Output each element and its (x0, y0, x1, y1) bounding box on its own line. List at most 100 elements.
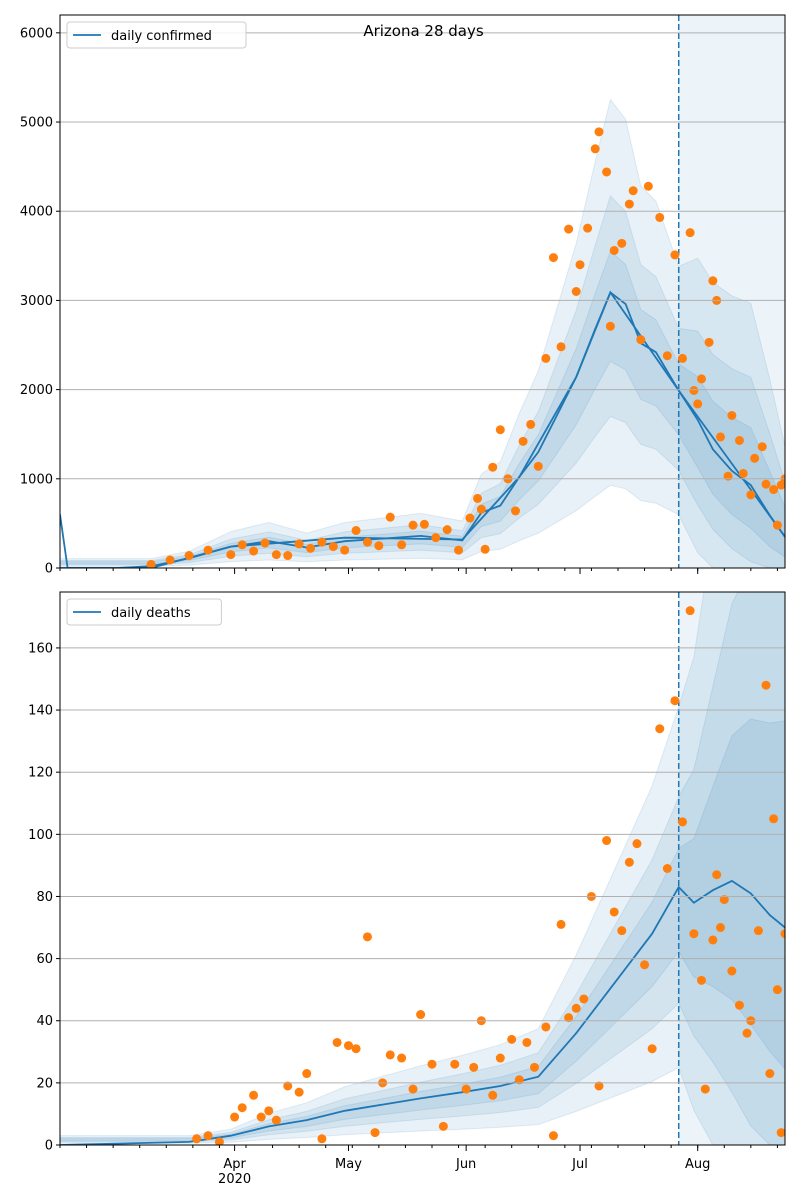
data-point (370, 1128, 380, 1138)
y-tick-label: 60 (36, 952, 53, 967)
data-point (488, 1090, 498, 1100)
data-point (495, 425, 505, 435)
data-point (696, 975, 706, 985)
data-point (556, 342, 566, 352)
legend-label: daily confirmed (111, 29, 212, 44)
data-point (750, 453, 760, 463)
data-point (632, 839, 642, 849)
x-tick-label: Jun (455, 1157, 476, 1172)
data-point (662, 351, 672, 361)
data-point (237, 1103, 247, 1113)
y-tick-label: 20 (36, 1076, 53, 1091)
data-point (590, 144, 600, 154)
plot-area (60, 15, 785, 568)
legend-box (66, 21, 247, 49)
uncertainty-band-3 (60, 250, 785, 565)
y-tick-label: 100 (28, 828, 53, 843)
data-point (146, 559, 156, 568)
legend: daily confirmed (66, 21, 247, 49)
data-point (575, 260, 585, 270)
axes-frame (59, 591, 786, 1146)
data-point (772, 985, 782, 995)
data-point (385, 1050, 395, 1060)
forecast-region (678, 592, 785, 1145)
data-point (609, 907, 619, 917)
data-point (514, 1075, 524, 1085)
plot-area (60, 592, 785, 1145)
data-point (488, 462, 498, 472)
data-point (719, 895, 729, 905)
data-point (465, 513, 475, 523)
data-point (480, 544, 490, 554)
data-point (507, 1034, 517, 1044)
data-point (476, 504, 486, 514)
data-point (510, 506, 520, 516)
data-point (712, 870, 722, 880)
data-point (302, 1069, 312, 1079)
data-point (203, 1131, 213, 1141)
legend-box (66, 598, 222, 626)
x-tick-label: May (335, 1157, 362, 1172)
uncertainty-band-2 (60, 592, 785, 1145)
data-point (670, 696, 680, 706)
data-point (738, 468, 748, 478)
data-point (769, 485, 779, 495)
data-point (526, 419, 536, 429)
data-point (438, 1121, 448, 1131)
data-point (461, 1084, 471, 1094)
data-point (351, 1044, 361, 1054)
data-point (237, 540, 247, 550)
y-tick-label: 4000 (20, 205, 53, 220)
data-point (655, 724, 665, 734)
data-point (624, 857, 634, 867)
data-point (571, 1003, 581, 1013)
data-point (564, 1013, 574, 1023)
data-point (746, 490, 756, 500)
y-tick-label: 3000 (20, 294, 53, 309)
data-point (708, 935, 718, 945)
data-point (761, 680, 771, 690)
data-point (761, 479, 771, 489)
data-point (734, 435, 744, 445)
data-point (541, 353, 551, 363)
data-point (617, 926, 627, 936)
data-point (734, 1000, 744, 1010)
data-point (362, 932, 372, 942)
data-point (605, 321, 615, 331)
y-tick-label: 6000 (20, 26, 53, 41)
data-point (693, 399, 703, 409)
data-point (328, 542, 338, 552)
data-point (765, 1069, 775, 1079)
data-point (715, 923, 725, 933)
data-point (271, 550, 281, 560)
data-point (689, 929, 699, 939)
data-point (647, 1044, 657, 1054)
legend: daily deaths (66, 598, 222, 626)
y-tick-label: 120 (28, 766, 53, 781)
data-point (602, 836, 612, 846)
data-point (264, 1106, 274, 1116)
data-point (602, 167, 612, 177)
data-point (655, 212, 665, 222)
data-point (351, 526, 361, 536)
data-point (317, 537, 327, 547)
x-tick-label: Jul (571, 1157, 588, 1172)
data-point (454, 545, 464, 555)
data-point (397, 540, 407, 550)
data-point (564, 224, 574, 234)
data-point (617, 238, 627, 248)
data-point (385, 512, 395, 522)
y-tick-label: 1000 (20, 472, 53, 487)
x-tick-label: 2020 (218, 1172, 251, 1187)
data-point (184, 551, 194, 561)
data-point (249, 1090, 259, 1100)
data-point (442, 525, 452, 535)
data-point (685, 228, 695, 238)
data-point (609, 245, 619, 255)
data-point (332, 1037, 342, 1047)
data-point (640, 960, 650, 970)
data-point (283, 1081, 293, 1091)
data-point (340, 545, 350, 555)
data-point (271, 1115, 281, 1125)
